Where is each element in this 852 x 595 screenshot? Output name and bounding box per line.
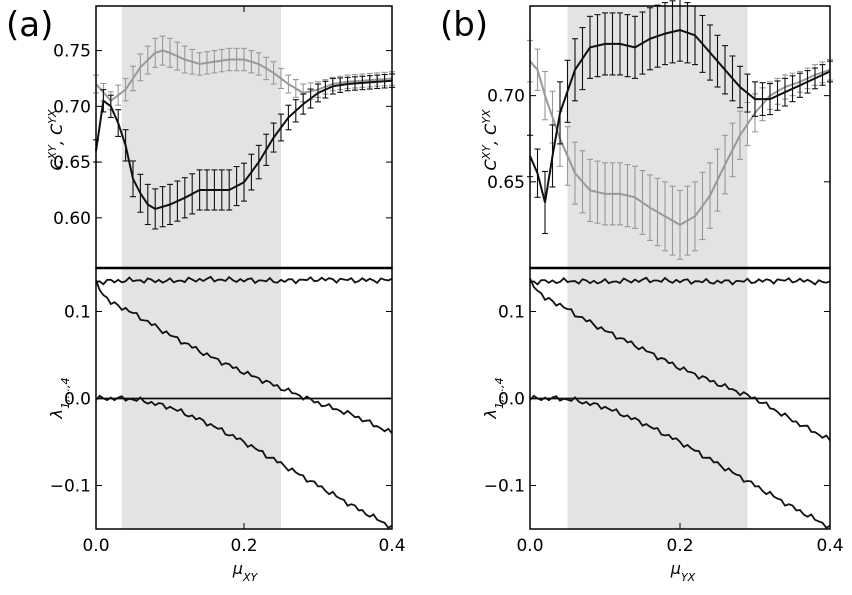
y-tick-label: 0.75: [53, 42, 91, 62]
y-tick-label: 0.65: [53, 153, 91, 173]
y-tick-label: 0.70: [487, 87, 525, 107]
y-tick-label: −0.1: [50, 477, 91, 497]
panel-letter-a: (a): [6, 5, 53, 45]
y-tick-label: −0.1: [484, 477, 525, 497]
x-tick-label: 0.2: [230, 536, 257, 556]
eigenvalue-line-0: [95, 275, 393, 286]
eigenvalue-line-1: [529, 277, 831, 441]
ticks-a: 0.0 0.2 0.4 0.60 0.65 0.70 0.75 −0.1 0.0 0.1: [50, 6, 406, 556]
error-bars-1: [93, 73, 395, 230]
x-tick-label: 0.4: [378, 536, 405, 556]
y-tick-label: 0.0: [498, 390, 525, 410]
top-plot-a: [93, 35, 395, 230]
xlabel-b: μYX: [670, 559, 696, 584]
top-plot-b: [527, 0, 833, 260]
y-tick-label: 0.70: [53, 97, 91, 117]
y-tick-label: 0.0: [64, 390, 91, 410]
x-tick-label: 0.0: [516, 536, 543, 556]
eigenvalue-line-0: [529, 276, 831, 286]
panel-letter-b: (b): [440, 5, 488, 45]
y-tick-label: 0.1: [64, 303, 91, 323]
bottom-plot-a: [95, 275, 393, 529]
bottom-plot-b: [529, 276, 831, 529]
xlabel-a: μXY: [232, 559, 259, 584]
top-ylabel-a: CXY, CYX: [46, 109, 67, 171]
eigenvalue-line-3: [95, 394, 393, 529]
y-tick-label: 0.65: [487, 173, 525, 193]
panel-a: (a) 0.0 0.2 0.40.600.650.700.75−0.10.00.1 …: [6, 5, 406, 584]
svg-text:CXY, CYX: CXY, CYX: [46, 109, 67, 171]
eigenvalue-line-1: [95, 279, 393, 434]
bottom-ylabel-b: λ1,...,4: [481, 378, 506, 420]
svg-text:λ1,...,4: λ1,...,4: [481, 378, 506, 420]
eigenvalue-line-3: [529, 394, 831, 529]
svg-text:CXY, CYX: CXY, CYX: [480, 109, 501, 171]
top-ylabel-b: CXY, CYX: [480, 109, 501, 171]
y-tick-label: 0.60: [53, 209, 91, 229]
x-tick-label: 0.0: [82, 536, 109, 556]
x-tick-label: 0.4: [816, 536, 843, 556]
error-bars-1: [527, 0, 833, 235]
panel-b: (b) 0.0 0.2 0.4 0.65 0.70 −0.1 0.0 0.1 CXY, CYX…: [440, 0, 844, 584]
ticks-b: 0.0 0.2 0.4 0.65 0.70 −0.1 0.0 0.1: [484, 6, 844, 556]
svg-text:λ1,...,4: λ1,...,4: [47, 378, 72, 420]
y-tick-label: 0.1: [498, 303, 525, 323]
bottom-ylabel-a: λ1,...,4: [47, 378, 72, 420]
x-tick-label: 0.2: [666, 536, 693, 556]
